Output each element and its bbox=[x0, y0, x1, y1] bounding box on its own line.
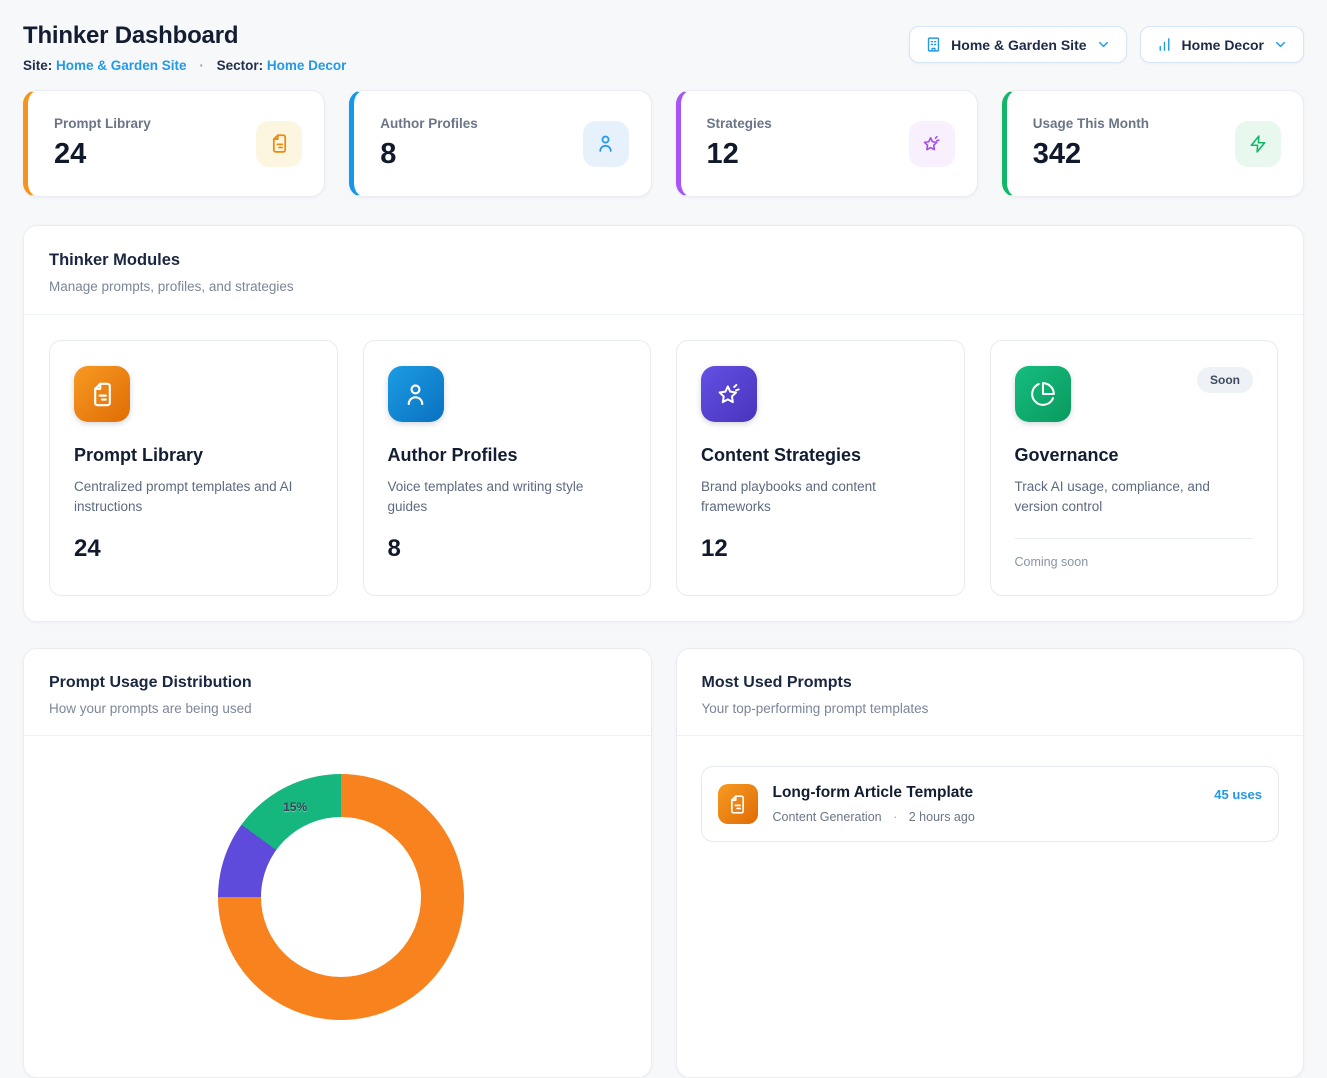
building-icon bbox=[925, 36, 942, 53]
module-card-governance[interactable]: Soon Governance Track AI usage, complian… bbox=[990, 340, 1279, 596]
meta-separator: · bbox=[893, 810, 897, 824]
module-title: Governance bbox=[1015, 445, 1254, 466]
usage-card-header: Prompt Usage Distribution How your promp… bbox=[24, 649, 651, 736]
sparkle-star-icon bbox=[909, 121, 955, 167]
stat-label: Strategies bbox=[707, 116, 772, 131]
stat-label: Author Profiles bbox=[380, 116, 478, 131]
page-title: Thinker Dashboard bbox=[23, 22, 346, 50]
stat-value: 24 bbox=[54, 138, 151, 171]
prompt-meta: Content Generation · 2 hours ago bbox=[773, 810, 1215, 824]
prompt-title: Long-form Article Template bbox=[773, 784, 1215, 802]
sector-selector-label: Home Decor bbox=[1182, 37, 1264, 53]
usage-chart-area: 15% bbox=[24, 736, 651, 1078]
prompt-list: Long-form Article Template Content Gener… bbox=[677, 736, 1304, 842]
header-left: Thinker Dashboard Site: Home & Garden Si… bbox=[23, 20, 346, 73]
dashboard-page: Thinker Dashboard Site: Home & Garden Si… bbox=[0, 0, 1327, 1078]
prompt-category: Content Generation bbox=[773, 810, 882, 824]
panel-title: Thinker Modules bbox=[49, 251, 1278, 270]
site-selector-button[interactable]: Home & Garden Site bbox=[909, 26, 1126, 63]
stat-value: 12 bbox=[707, 138, 772, 171]
module-title: Content Strategies bbox=[701, 445, 940, 466]
chevron-down-icon bbox=[1096, 37, 1111, 52]
sector-selector-button[interactable]: Home Decor bbox=[1140, 26, 1304, 63]
header-buttons: Home & Garden Site Home Decor bbox=[909, 26, 1304, 63]
document-icon bbox=[74, 366, 130, 422]
thinker-modules-panel: Thinker Modules Manage prompts, profiles… bbox=[23, 225, 1304, 622]
stat-card-usage: Usage This Month 342 bbox=[1002, 90, 1304, 197]
module-count: 8 bbox=[388, 535, 627, 563]
panel-subtitle: Manage prompts, profiles, and strategies bbox=[49, 279, 1278, 294]
prompts-card-header: Most Used Prompts Your top-performing pr… bbox=[677, 649, 1304, 736]
prompt-time: 2 hours ago bbox=[909, 810, 975, 824]
stat-value: 8 bbox=[380, 138, 478, 171]
user-icon bbox=[388, 366, 444, 422]
sector-link[interactable]: Home Decor bbox=[267, 58, 347, 73]
module-description: Voice templates and writing style guides bbox=[388, 477, 627, 518]
document-icon bbox=[718, 784, 758, 824]
prompt-list-item[interactable]: Long-form Article Template Content Gener… bbox=[701, 766, 1280, 842]
usage-distribution-card: Prompt Usage Distribution How your promp… bbox=[23, 648, 652, 1078]
usage-card-title: Prompt Usage Distribution bbox=[49, 674, 626, 692]
page-header: Thinker Dashboard Site: Home & Garden Si… bbox=[23, 20, 1304, 73]
prompt-uses-count: 45 uses bbox=[1214, 787, 1262, 802]
module-card-author-profiles[interactable]: Author Profiles Voice templates and writ… bbox=[363, 340, 652, 596]
coming-soon-text: Coming soon bbox=[1015, 555, 1254, 569]
prompts-card-title: Most Used Prompts bbox=[702, 674, 1279, 692]
stat-card-author-profiles: Author Profiles 8 bbox=[349, 90, 651, 197]
prompts-card-subtitle: Your top-performing prompt templates bbox=[702, 701, 1279, 716]
site-selector-label: Home & Garden Site bbox=[951, 37, 1086, 53]
most-used-prompts-card: Most Used Prompts Your top-performing pr… bbox=[676, 648, 1305, 1078]
bottom-row: Prompt Usage Distribution How your promp… bbox=[23, 648, 1304, 1078]
module-divider bbox=[1015, 538, 1254, 539]
stats-row: Prompt Library 24 Author Profiles 8 Stra… bbox=[23, 90, 1304, 197]
module-count: 12 bbox=[701, 535, 940, 563]
breadcrumb: Site: Home & Garden Site · Sector: Home … bbox=[23, 58, 346, 73]
stat-label: Prompt Library bbox=[54, 116, 151, 131]
stat-value: 342 bbox=[1033, 138, 1149, 171]
soon-badge: Soon bbox=[1197, 367, 1253, 393]
module-title: Author Profiles bbox=[388, 445, 627, 466]
module-count: 24 bbox=[74, 535, 313, 563]
sector-label: Sector: bbox=[217, 58, 264, 73]
bar-chart-icon bbox=[1156, 36, 1173, 53]
stat-card-prompt-library: Prompt Library 24 bbox=[23, 90, 325, 197]
user-icon bbox=[583, 121, 629, 167]
module-description: Brand playbooks and content frameworks bbox=[701, 477, 940, 518]
usage-donut: 15% bbox=[218, 774, 464, 1020]
site-link[interactable]: Home & Garden Site bbox=[56, 58, 187, 73]
stat-card-strategies: Strategies 12 bbox=[676, 90, 978, 197]
site-label: Site: bbox=[23, 58, 52, 73]
module-cards: Prompt Library Centralized prompt templa… bbox=[24, 314, 1303, 621]
sparkle-star-icon bbox=[701, 366, 757, 422]
module-description: Track AI usage, compliance, and version … bbox=[1015, 477, 1254, 518]
module-card-content-strategies[interactable]: Content Strategies Brand playbooks and c… bbox=[676, 340, 965, 596]
panel-header: Thinker Modules Manage prompts, profiles… bbox=[24, 226, 1303, 314]
document-icon bbox=[256, 121, 302, 167]
pie-chart-icon bbox=[1015, 366, 1071, 422]
module-title: Prompt Library bbox=[74, 445, 313, 466]
donut-segment-label: 15% bbox=[283, 800, 307, 814]
stat-label: Usage This Month bbox=[1033, 116, 1149, 131]
module-card-prompt-library[interactable]: Prompt Library Centralized prompt templa… bbox=[49, 340, 338, 596]
breadcrumb-separator: · bbox=[199, 58, 204, 73]
module-description: Centralized prompt templates and AI inst… bbox=[74, 477, 313, 518]
chevron-down-icon bbox=[1273, 37, 1288, 52]
usage-card-subtitle: How your prompts are being used bbox=[49, 701, 626, 716]
bolt-icon bbox=[1235, 121, 1281, 167]
